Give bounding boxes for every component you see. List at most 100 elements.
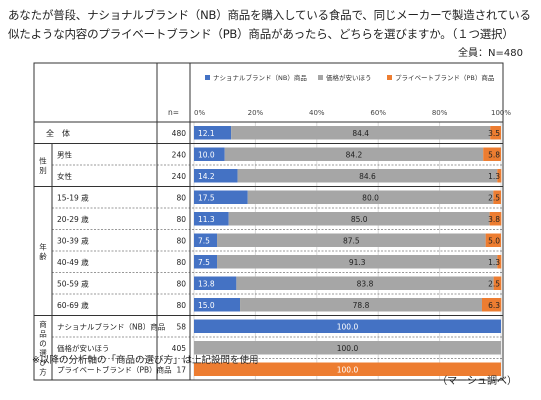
bar-segment — [194, 298, 241, 312]
bar-segment — [483, 147, 501, 161]
data-label: 5.8 — [488, 150, 500, 159]
question-text: あなたが普段、ナショナルブランド（NB）商品を購入している食品で、同じメーカーで… — [8, 6, 533, 44]
bar-segment — [497, 255, 502, 269]
data-label: 100.0 — [337, 322, 359, 331]
row-label: プライベートブランド（PB）商品 — [57, 364, 172, 374]
x-tick-label: 100% — [491, 109, 511, 117]
bar-segment — [231, 126, 491, 140]
x-tick-label: 60% — [370, 109, 386, 117]
row-label: 50-59 歳 — [57, 278, 89, 288]
data-label: 87.5 — [343, 236, 360, 245]
row-n: 80 — [176, 279, 186, 288]
bar-segment — [194, 341, 501, 355]
row-label: 15-19 歳 — [57, 192, 89, 202]
question-line-2: 似たような内容のプライベートブランド（PB）商品があったら、どちらを選びますか。… — [8, 27, 514, 41]
data-label: 1.3 — [488, 258, 500, 267]
data-label: 84.2 — [346, 150, 363, 159]
bar-segment — [194, 147, 225, 161]
data-label: 100.0 — [337, 344, 359, 353]
data-label: 2.5 — [488, 279, 500, 288]
x-tick-label: 40% — [309, 109, 325, 117]
bar-segment — [194, 276, 237, 290]
bar-segment — [194, 190, 248, 204]
data-label: 17.5 — [198, 193, 215, 202]
bar-segment — [194, 255, 218, 269]
data-label: 3.8 — [488, 215, 500, 224]
row-n: 405 — [172, 344, 187, 353]
group-label: 商品の選び方 — [39, 319, 47, 377]
data-label: 2.5 — [488, 193, 500, 202]
legend-swatch — [205, 75, 210, 80]
data-label: 11.3 — [198, 215, 215, 224]
row-label: 男性 — [57, 149, 72, 159]
data-label: 7.5 — [198, 236, 210, 245]
data-label: 91.3 — [349, 258, 366, 267]
legend-label: プライベートブランド（PB）商品 — [395, 73, 494, 82]
bar-segment — [217, 255, 498, 269]
data-label: 80.0 — [362, 193, 379, 202]
data-label: 3.5 — [488, 129, 500, 138]
group-label: 年齢 — [39, 241, 47, 261]
bar-segment — [194, 212, 229, 226]
bar-segment — [485, 233, 501, 247]
source-credit: （マーシュ調べ） — [437, 376, 517, 387]
bar-segment — [493, 276, 502, 290]
x-tick-label: 20% — [248, 109, 264, 117]
row-n: 80 — [176, 215, 186, 224]
bar-segment — [228, 212, 490, 226]
data-label: 5.0 — [488, 236, 500, 245]
bar-segment — [489, 212, 502, 226]
data-label: 100.0 — [337, 365, 359, 374]
row-label: 30-39 歳 — [57, 235, 89, 245]
row-label: ナショナルブランド（NB）商品 — [57, 321, 165, 331]
row-n: 240 — [172, 150, 187, 159]
row-label: 60-69 歳 — [57, 300, 89, 310]
bar-segment — [490, 126, 501, 140]
n-header: n= — [168, 108, 179, 117]
bar-segment — [194, 362, 501, 376]
bar-segment — [240, 298, 482, 312]
row-n: 58 — [176, 322, 186, 331]
data-label: 84.4 — [352, 129, 369, 138]
row-n: 80 — [176, 236, 186, 245]
group-label: 全 体 — [46, 128, 70, 138]
row-label: 20-29 歳 — [57, 214, 89, 224]
bar-segment — [224, 147, 484, 161]
row-n: 80 — [176, 193, 186, 202]
row-n: 80 — [176, 301, 186, 310]
bar-segment — [217, 233, 486, 247]
row-n: 480 — [172, 129, 187, 138]
footnote: ※以降の分析軸の「商品の選び方」は上記設問を使用 — [32, 355, 259, 366]
bar-segment — [194, 319, 501, 333]
row-n: 80 — [176, 258, 186, 267]
row-label: 40-49 歳 — [57, 257, 89, 267]
bar-segment — [194, 233, 218, 247]
legend-swatch — [387, 75, 392, 80]
data-label: 83.8 — [357, 279, 374, 288]
bar-segment — [236, 276, 494, 290]
data-label: 10.0 — [198, 150, 215, 159]
legend-label: ナショナルブランド（NB）商品 — [213, 73, 307, 82]
data-label: 13.8 — [198, 279, 215, 288]
data-label: 7.5 — [198, 258, 210, 267]
legend-label: 価格が安いほう — [326, 73, 372, 82]
bar-segment — [194, 169, 238, 183]
data-label: 12.1 — [198, 129, 215, 138]
row-n: 17 — [176, 365, 186, 374]
data-label: 85.0 — [351, 215, 368, 224]
bar-segment — [237, 169, 498, 183]
data-label: 1.3 — [488, 172, 500, 181]
legend-swatch — [318, 75, 323, 80]
table-frame — [33, 62, 504, 381]
total-sample-label: 全員：N=480 — [458, 48, 523, 59]
data-label: 15.0 — [198, 301, 215, 310]
data-label: 84.6 — [359, 172, 376, 181]
bar-segment — [497, 169, 502, 183]
bar-segment — [194, 126, 232, 140]
bar-segment — [493, 190, 501, 204]
row-n: 240 — [172, 172, 187, 181]
bar-segment — [481, 298, 502, 312]
row-label: 女性 — [57, 171, 72, 181]
x-tick-label: 0% — [194, 109, 205, 117]
